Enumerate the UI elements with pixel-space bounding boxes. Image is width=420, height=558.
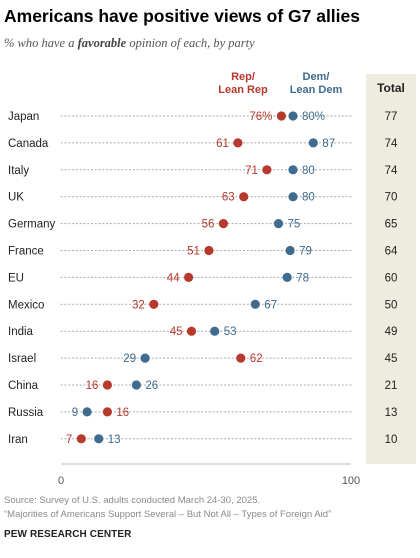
category-label: EU: [8, 272, 24, 284]
chart-title: Americans have positive views of G7 alli…: [4, 6, 360, 26]
rep-dot: [102, 407, 112, 417]
dem-value-label: 26: [145, 380, 158, 392]
total-value: 49: [385, 326, 398, 338]
rep-value-label: 51: [187, 246, 200, 258]
rep-value-label: 16: [86, 380, 99, 392]
rep-value-label: 62: [250, 353, 263, 365]
rep-value-label: 71: [245, 165, 258, 177]
dem-value-label: 9: [72, 407, 78, 419]
total-column-background: [366, 74, 416, 464]
dem-value-label: 53: [224, 326, 237, 338]
legend-dem: Dem/Lean Dem: [290, 71, 343, 96]
dem-dot: [285, 245, 295, 256]
rep-value-label: 45: [170, 326, 183, 338]
total-value: 77: [385, 111, 398, 123]
rep-dot: [76, 434, 86, 444]
total-value: 60: [385, 272, 398, 284]
subtitle-text: % who have a: [4, 36, 78, 50]
source-note: Source: Survey of U.S. adults conducted …: [4, 495, 261, 506]
rep-dot: [218, 219, 228, 229]
dem-value-label: 79: [299, 246, 312, 258]
total-value: 70: [385, 192, 398, 204]
rep-dot: [262, 165, 272, 175]
rep-value-label: 61: [216, 138, 229, 150]
rep-value-label: 32: [132, 299, 145, 311]
legend-rep: Rep/Lean Rep: [218, 71, 268, 96]
dem-dot: [288, 111, 298, 121]
dem-dot: [288, 165, 298, 175]
category-label: Italy: [8, 165, 29, 177]
pew-research-center-logo: PEW RESEARCH CENTER: [4, 529, 132, 540]
category-label: Israel: [8, 353, 36, 365]
total-value: 74: [385, 138, 398, 150]
total-value: 13: [385, 407, 398, 419]
rep-value-label: 44: [167, 272, 180, 284]
category-label: France: [8, 246, 44, 258]
dem-dot: [140, 353, 150, 363]
dem-dot: [282, 272, 292, 282]
rep-value-label: 76%: [249, 111, 272, 123]
rep-dot: [204, 245, 214, 256]
rep-dot: [102, 380, 112, 390]
category-label: China: [8, 380, 39, 392]
dem-dot: [273, 219, 284, 229]
rep-value-label: 7: [66, 434, 72, 446]
rep-dot: [186, 326, 197, 336]
chart-subtitle: % who have a favorable opinion of each, …: [4, 36, 255, 51]
dem-dot: [82, 407, 92, 417]
total-value: 50: [385, 299, 398, 311]
dot-plot-chart: Total Rep/Lean Rep Dem/Lean Dem Japan 76% 80%…: [8, 71, 416, 487]
dem-dot: [288, 192, 298, 202]
x-tick-label: 0: [58, 475, 64, 487]
category-label: Russia: [8, 407, 44, 419]
dem-value-label: 80: [302, 165, 315, 177]
total-value: 45: [385, 353, 398, 365]
total-value: 74: [385, 165, 398, 177]
rep-value-label: 56: [202, 219, 215, 231]
category-label: Mexico: [8, 299, 44, 311]
category-label: UK: [8, 192, 24, 204]
rep-dot: [184, 272, 194, 282]
report-title-note: “Majorities of Americans Support Several…: [4, 509, 332, 520]
category-label: India: [8, 326, 34, 338]
rep-dot: [239, 192, 249, 202]
dem-value-label: 67: [264, 299, 277, 311]
dem-dot: [131, 380, 141, 390]
dem-value-label: 13: [108, 434, 121, 446]
dem-value-label: 78: [296, 272, 309, 284]
dem-value-label: 87: [322, 138, 335, 150]
rep-dot: [233, 138, 243, 148]
total-value: 21: [385, 380, 398, 392]
rep-dot: [149, 299, 159, 309]
subtitle-text-end: opinion of each, by party: [126, 36, 255, 50]
rep-value-label: 16: [116, 407, 129, 419]
dem-value-label: 80: [302, 192, 315, 204]
dem-value-label: 75: [288, 219, 301, 231]
total-column-header: Total: [377, 81, 405, 95]
dem-dot: [210, 326, 220, 336]
subtitle-emphasis: favorable: [77, 36, 127, 50]
dem-value-label: 80%: [302, 111, 325, 123]
rep-dot: [276, 111, 286, 121]
total-value: 65: [385, 219, 398, 231]
rep-dot: [236, 353, 246, 363]
dem-dot: [94, 434, 104, 444]
category-label: Iran: [8, 434, 28, 446]
dem-dot: [250, 299, 260, 309]
dem-value-label: 29: [123, 353, 136, 365]
rep-value-label: 63: [222, 192, 235, 204]
category-label: Japan: [8, 111, 39, 123]
dem-dot: [308, 138, 318, 148]
category-label: Germany: [8, 219, 56, 231]
total-value: 64: [385, 246, 398, 258]
category-label: Canada: [8, 138, 49, 150]
x-tick-label: 100: [342, 475, 360, 487]
total-value: 10: [385, 434, 398, 446]
